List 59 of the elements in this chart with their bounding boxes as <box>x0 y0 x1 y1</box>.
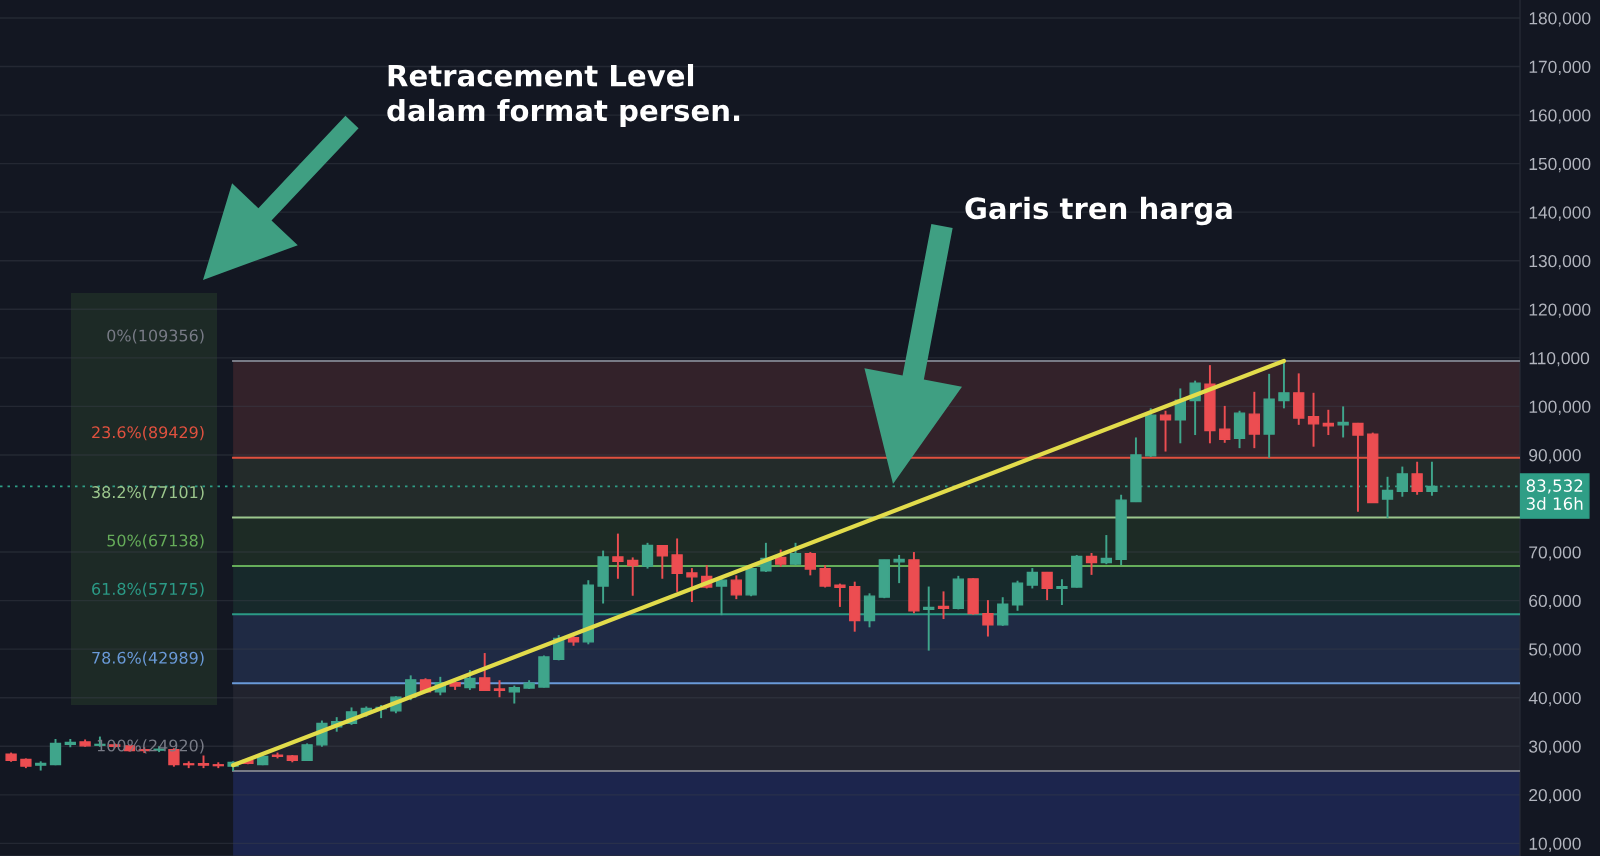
y-tick-label: 50,000 <box>1529 643 1581 658</box>
candlestick <box>1278 360 1290 410</box>
y-tick-label: 20,000 <box>1529 788 1581 804</box>
candlestick <box>1337 405 1349 439</box>
candlestick <box>923 585 935 652</box>
annotation: Garis tren harga <box>965 196 1232 226</box>
ref-line-label: 83,532 3d 16h <box>1526 479 1583 510</box>
y-tick-label: 70,000 <box>1529 546 1581 561</box>
ref-line-label: 50%(67138) <box>107 534 204 549</box>
candlestick <box>641 541 654 570</box>
candlestick <box>671 537 683 593</box>
candlestick <box>1056 578 1068 606</box>
ref-line-label: 23.6%(89429) <box>92 425 204 441</box>
candlestick <box>1085 552 1098 576</box>
candlestick <box>1381 475 1394 520</box>
candlestick <box>1307 391 1320 448</box>
candlestick <box>1219 404 1231 444</box>
candlestick <box>627 556 639 597</box>
y-tick-label: 180,000 <box>1529 12 1591 27</box>
candlestick <box>1396 465 1408 498</box>
candlestick <box>804 551 816 577</box>
ref-line-label: 78.6%(42989) <box>92 651 204 666</box>
candlestick <box>1426 460 1438 497</box>
candlestick <box>1411 460 1423 496</box>
ref-line-label: 61.8%(57175) <box>92 582 204 597</box>
y-tick-label: 90,000 <box>1529 449 1581 464</box>
annotation: Retracement Level dalam format persen. <box>387 64 740 128</box>
candlestick <box>1041 570 1053 602</box>
y-tick-label: 10,000 <box>1529 837 1581 852</box>
candlestick <box>1248 390 1260 450</box>
candlestick <box>893 554 905 585</box>
candlestick <box>937 590 950 621</box>
y-tick-label: 120,000 <box>1529 303 1591 318</box>
y-tick-label: 30,000 <box>1529 740 1581 755</box>
candlestick <box>1026 567 1038 590</box>
y-tick-label: 60,000 <box>1529 594 1581 610</box>
candlestick <box>715 577 728 617</box>
candlestick <box>49 738 62 767</box>
ref-line-label: 38.2%(77101) <box>92 485 204 501</box>
candlestick <box>464 669 476 691</box>
y-tick-label: 130,000 <box>1529 254 1591 270</box>
y-tick-label: 100,000 <box>1529 400 1591 415</box>
candlestick <box>1352 421 1364 513</box>
y-tick-label: 160,000 <box>1529 109 1591 124</box>
y-tick-label: 150,000 <box>1529 157 1591 173</box>
y-tick-label: 110,000 <box>1529 352 1590 367</box>
candlestick <box>982 599 994 638</box>
candlestick <box>479 652 491 692</box>
candlestick <box>656 544 668 580</box>
candlestick <box>1011 579 1024 612</box>
y-tick-label: 40,000 <box>1528 691 1581 707</box>
candlestick <box>730 574 742 601</box>
candlestick <box>686 567 698 604</box>
ref-line-label: 0%(109356) <box>107 329 204 344</box>
y-tick-label: 170,000 <box>1529 60 1591 76</box>
candlestick <box>612 532 624 580</box>
y-tick-label: 140,000 <box>1529 206 1591 221</box>
candlestick <box>997 596 1009 627</box>
candlestick <box>1159 409 1172 453</box>
